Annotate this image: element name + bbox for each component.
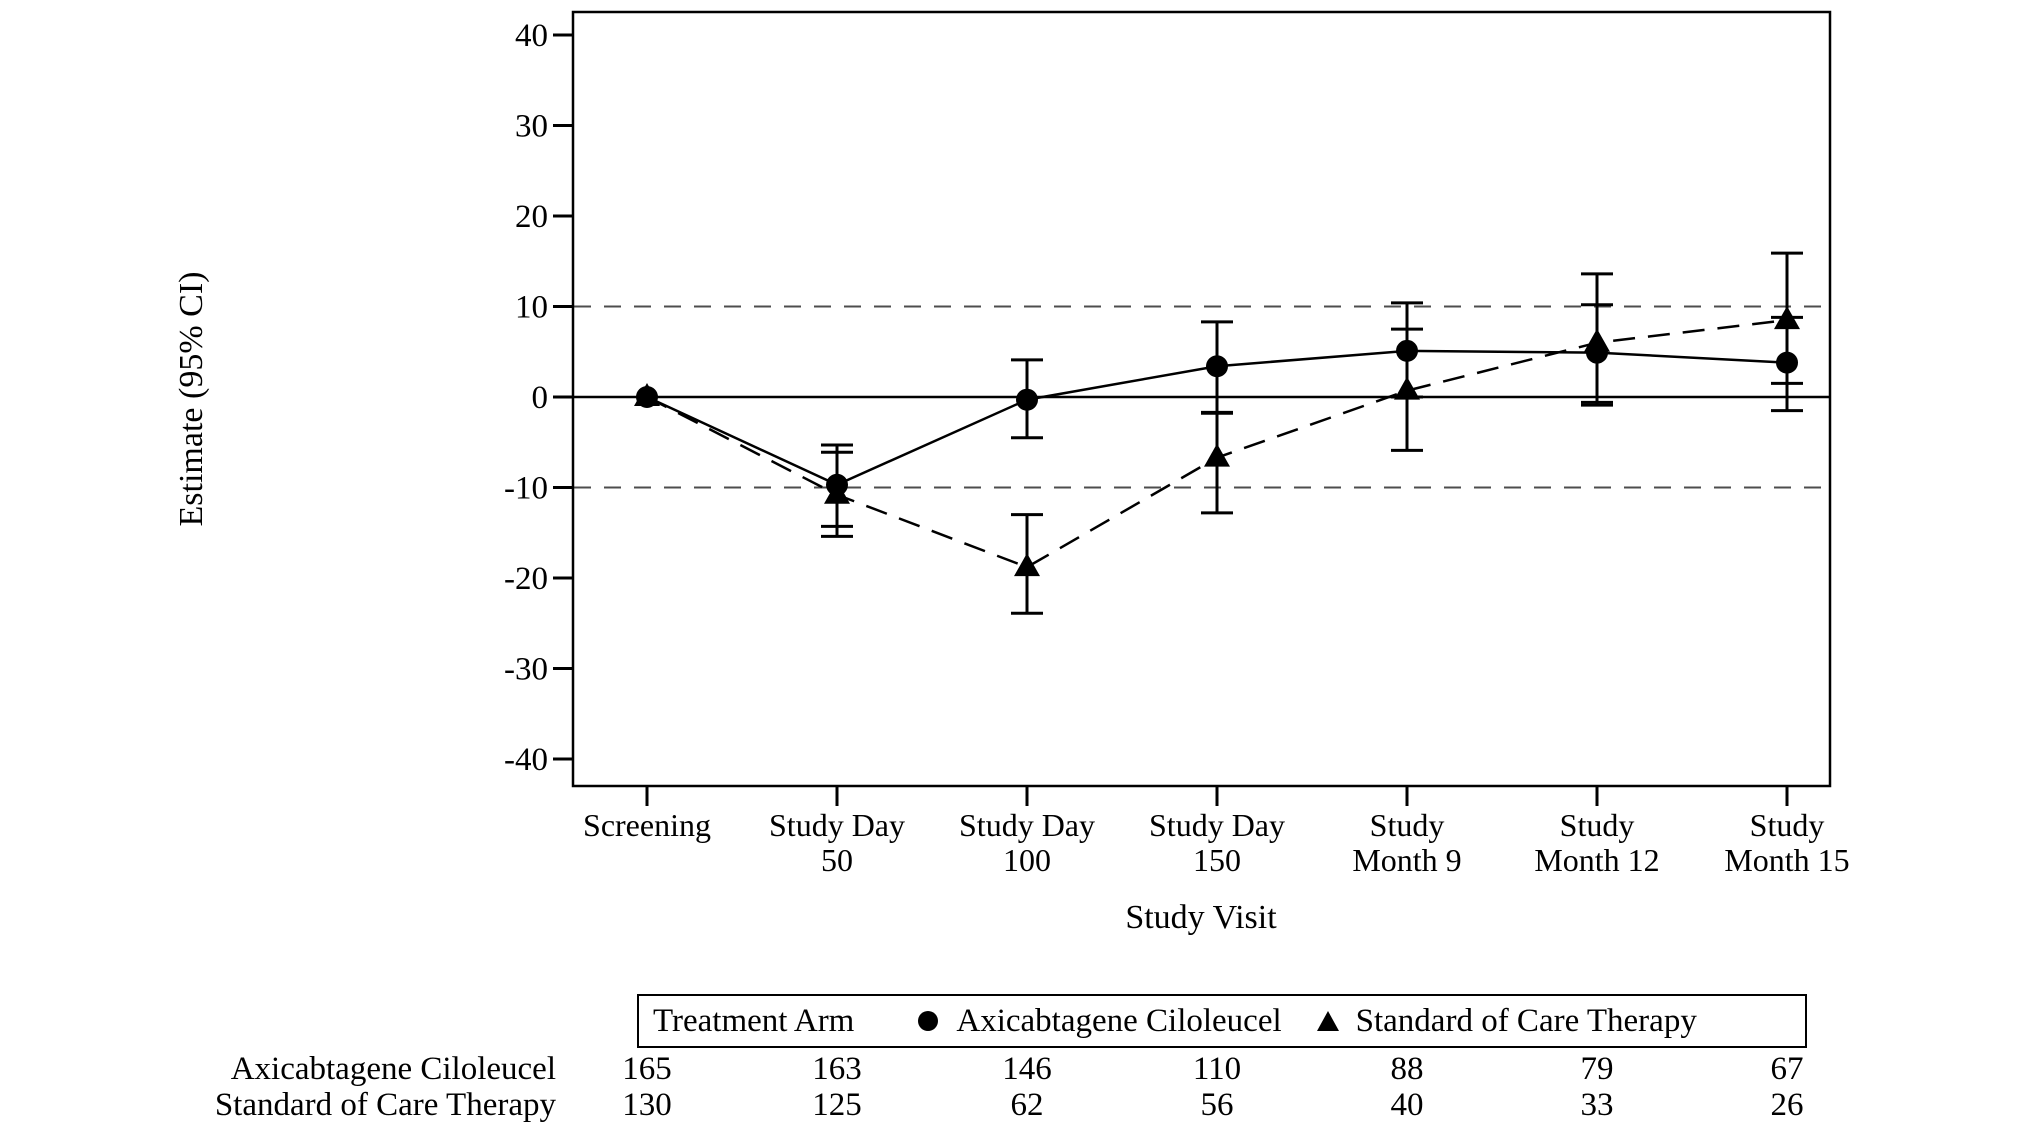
circle-marker-icon — [916, 1009, 940, 1033]
x-tick-label: Study — [1750, 807, 1825, 843]
x-tick-label: 50 — [821, 842, 853, 878]
legend-item-label: Axicabtagene Ciloleucel — [956, 1002, 1282, 1039]
at-risk-value: 62 — [1010, 1087, 1044, 1123]
x-tick-label: Study — [1370, 807, 1445, 843]
plot-frame — [571, 10, 1832, 788]
at-risk-row-label: Standard of Care Therapy — [214, 1087, 556, 1123]
x-tick-label: Study Day — [769, 807, 905, 843]
y-tick-label: -10 — [504, 471, 548, 507]
legend-item-axicabtagene: Axicabtagene Ciloleucel — [916, 1002, 1282, 1040]
at-risk-value: 110 — [1192, 1051, 1242, 1087]
x-axis-title: Study Visit — [1125, 899, 1277, 936]
y-tick-label: -40 — [504, 742, 548, 778]
data-point-marker-triangle — [1774, 306, 1800, 330]
data-point-marker-circle — [636, 386, 658, 408]
legend: Treatment Arm Axicabtagene Ciloleucel St… — [637, 994, 1807, 1048]
data-point-marker-circle — [1586, 341, 1608, 364]
at-risk-value: 33 — [1580, 1087, 1614, 1123]
at-risk-value: 88 — [1390, 1051, 1424, 1087]
x-tick-label: Study Day — [959, 807, 1095, 843]
at-risk-value: 163 — [812, 1051, 862, 1087]
x-tick-label: Screening — [583, 807, 711, 843]
data-point-marker-triangle — [1394, 376, 1420, 400]
at-risk-value: 26 — [1770, 1087, 1804, 1123]
legend-item-soc: Standard of Care Therapy — [1316, 1003, 1697, 1040]
data-point-marker-circle — [1776, 351, 1798, 374]
x-tick-label: Month 15 — [1724, 842, 1849, 878]
data-point-marker-circle — [1206, 355, 1228, 378]
x-tick-label: Month 9 — [1352, 842, 1461, 878]
data-point-marker-triangle — [1204, 443, 1230, 467]
y-tick-label: 0 — [532, 380, 549, 416]
x-tick-label: 100 — [1003, 842, 1051, 878]
y-tick-label: 20 — [515, 199, 548, 235]
y-tick-label: -30 — [504, 652, 548, 688]
x-tick-label: Study Day — [1149, 807, 1285, 843]
x-tick-label: Month 12 — [1534, 842, 1659, 878]
x-tick-label: 150 — [1193, 842, 1241, 878]
data-point-marker-triangle — [1014, 553, 1040, 577]
y-tick-label: 10 — [515, 290, 548, 326]
at-risk-value: 56 — [1200, 1087, 1234, 1123]
y-axis-title: Estimate (95% CI) — [173, 271, 210, 527]
y-tick-label: 40 — [515, 18, 548, 54]
at-risk-value: 125 — [812, 1087, 862, 1123]
at-risk-value: 130 — [622, 1087, 672, 1123]
x-tick-label: Study — [1560, 807, 1635, 843]
data-point-marker-circle — [826, 473, 848, 496]
data-point-marker-circle — [1016, 388, 1038, 411]
legend-title: Treatment Arm — [653, 1002, 855, 1039]
at-risk-value: 79 — [1580, 1051, 1614, 1087]
triangle-marker-icon — [1316, 1009, 1340, 1033]
data-point-marker-circle — [1396, 339, 1418, 362]
at-risk-value: 67 — [1770, 1051, 1804, 1087]
legend-item-label: Standard of Care Therapy — [1355, 1002, 1697, 1039]
at-risk-row-label: Axicabtagene Ciloleucel — [230, 1051, 556, 1087]
at-risk-value: 146 — [1002, 1051, 1052, 1087]
at-risk-value: 40 — [1390, 1087, 1424, 1123]
at-risk-value: 165 — [622, 1051, 672, 1087]
y-tick-label: -20 — [504, 561, 548, 597]
y-tick-label: 30 — [515, 109, 548, 145]
